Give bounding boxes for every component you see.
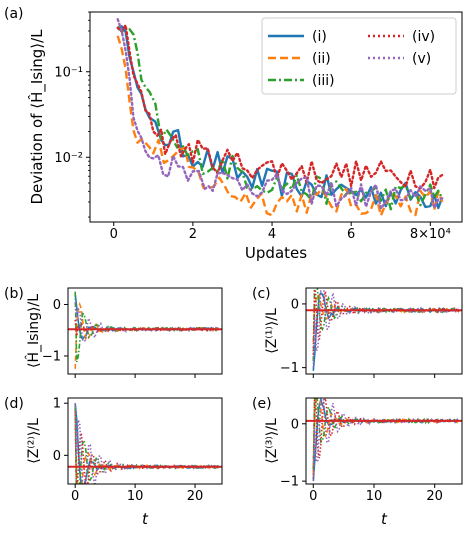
panel-d: 0 10 20 0 1 (d)⟨Z⁽²⁾⟩/L t <box>4 396 223 528</box>
series-line-4 <box>116 24 444 190</box>
y-tick-label: −1 <box>280 361 299 376</box>
panel-label: (c) <box>252 286 271 302</box>
series-line-5 <box>312 288 460 368</box>
series-line-4 <box>312 398 460 479</box>
series-line-4 <box>312 288 460 355</box>
x-tick-label: 0 <box>110 227 118 242</box>
plot-area <box>306 288 462 371</box>
y-tick-label: 10⁻² <box>54 151 83 166</box>
y-tick-label: 0 <box>53 298 61 313</box>
y-axis-label: ⟨Z⁽²⁾⟩/L <box>26 418 42 464</box>
x-tick-label: 0 <box>71 489 79 504</box>
y-tick-label: 1 <box>53 397 61 412</box>
axes-frame <box>67 287 223 375</box>
y-tick-label: −1 <box>42 349 61 364</box>
legend-frame <box>261 17 457 95</box>
x-tick-label: 2 <box>189 227 197 242</box>
axes-frame <box>67 397 223 485</box>
legend-label-2: (ii) <box>312 51 331 67</box>
series-line-2 <box>116 35 444 217</box>
panel-e: 0 10 20 −1 0 (e) ⟨Z⁽³⁾⟩/L t <box>252 396 463 528</box>
x-axis-label: t <box>142 510 149 528</box>
series-line-5 <box>74 301 220 344</box>
x-tick-label: 20 <box>426 489 443 504</box>
legend-label-5: (v) <box>412 51 431 67</box>
x-tick-label: 0 <box>309 489 317 504</box>
series-line-3 <box>312 288 460 362</box>
panel-label: (e) <box>252 396 272 412</box>
plot-area <box>306 398 462 482</box>
y-tick-label: 0 <box>291 297 299 312</box>
legend-label-1: (i) <box>312 29 327 45</box>
x-axis-label: t <box>381 510 388 528</box>
series-line-5 <box>116 18 444 210</box>
panel-c: −1 0 (c) ⟨Z⁽¹⁾⟩/L <box>252 286 463 378</box>
y-tick-label: 10⁻¹ <box>54 65 83 80</box>
x-tick-label: 20 <box>187 489 204 504</box>
panel-label: (b) <box>4 286 24 302</box>
y-tick-label: −1 <box>280 475 299 490</box>
panel-label: (a) <box>4 6 24 22</box>
series-line-2 <box>312 398 460 476</box>
panel-a: 0 2 4 6 8×10⁴ 10⁻² 10⁻¹ Updates Deviation of ⟨Ĥ_… <box>4 6 463 262</box>
series-line-5 <box>312 398 460 482</box>
x-tick-label: 8×10⁴ <box>410 227 451 242</box>
series-line-3 <box>74 405 220 484</box>
y-axis-label: ⟨Z⁽¹⁾⟩/L <box>264 308 280 354</box>
plot-area <box>68 291 222 369</box>
x-tick-label: 6 <box>347 227 355 242</box>
x-axis-label: Updates <box>245 244 307 262</box>
plot-area <box>68 403 222 484</box>
series-line-2 <box>74 301 220 369</box>
axes-frame <box>89 11 463 223</box>
plot-area <box>116 18 444 217</box>
y-tick-label: 0 <box>291 417 299 432</box>
x-tick-label: 10 <box>366 489 383 504</box>
legend-label-4: (iv) <box>412 29 435 45</box>
axes-frame <box>305 287 463 375</box>
series-line-5 <box>74 403 220 484</box>
legend: (i) (ii) (iii) (iv) (v) <box>261 17 457 95</box>
x-tick-label: 10 <box>127 489 144 504</box>
x-tick-label: 4 <box>268 227 276 242</box>
y-axis-label: ⟨Z⁽³⁾⟩/L <box>264 418 280 464</box>
series-line-3 <box>116 25 444 211</box>
series-line-2 <box>312 293 460 343</box>
legend-label-3: (iii) <box>312 73 335 89</box>
y-tick-label: 0 <box>53 449 61 464</box>
axes-frame <box>305 397 463 485</box>
panel-b: −1 0 (b) ⟨Ĥ_Ising⟩/L <box>4 286 223 378</box>
y-axis-label: Deviation of ⟨Ĥ_Ising⟩/L <box>27 29 47 205</box>
series-line-1 <box>312 398 460 482</box>
panel-label: (d) <box>4 396 24 412</box>
y-axis-label: ⟨Ĥ_Ising⟩/L <box>24 294 42 368</box>
